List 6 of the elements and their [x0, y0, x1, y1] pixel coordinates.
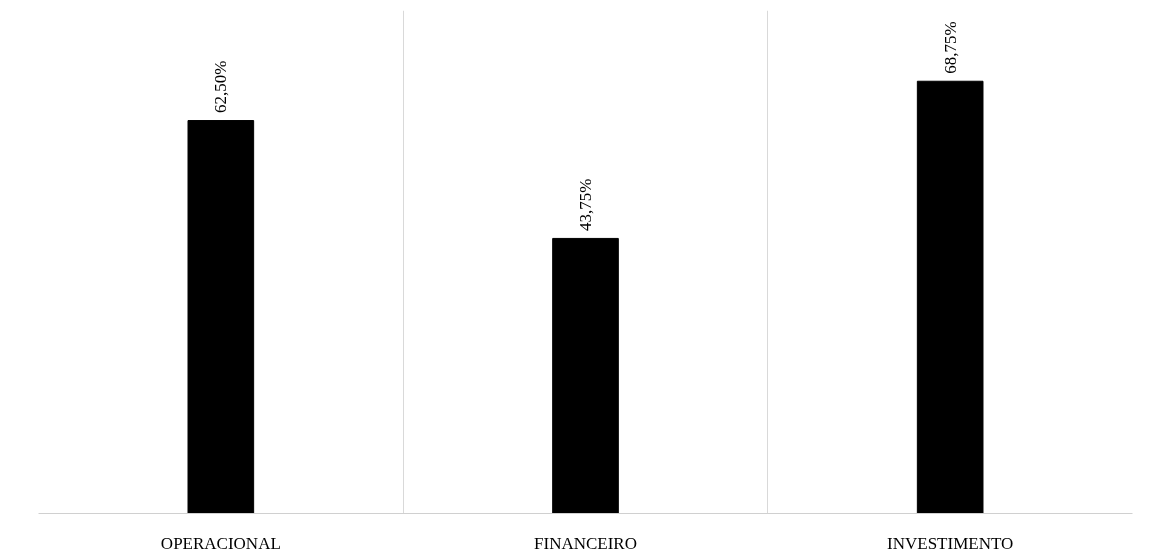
data-label: 43,75% [576, 178, 595, 231]
x-tick-label: INVESTIMENTO [887, 533, 1014, 553]
x-tick-label: FINANCEIRO [534, 533, 637, 553]
data-label: 68,75% [940, 21, 960, 74]
x-tick-label: OPERACIONAL [160, 533, 281, 553]
data-label: 62,50% [211, 60, 231, 113]
